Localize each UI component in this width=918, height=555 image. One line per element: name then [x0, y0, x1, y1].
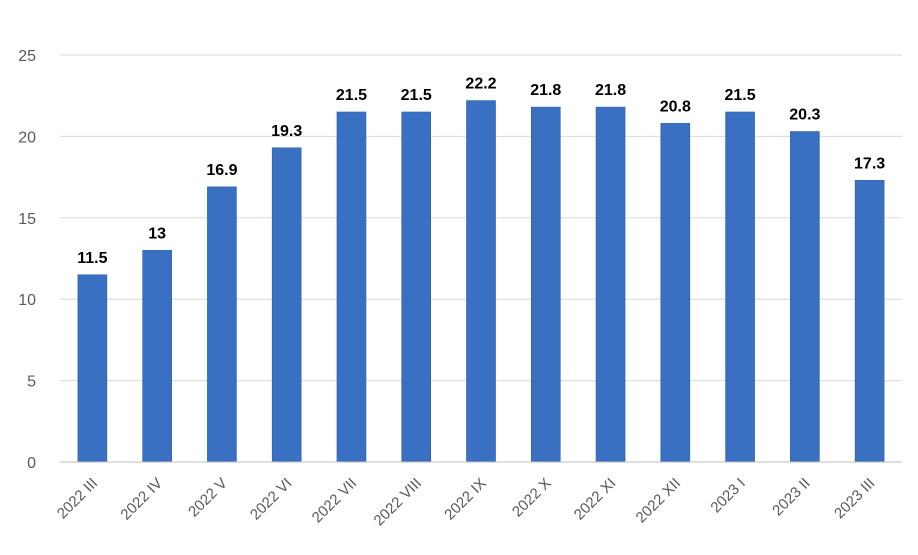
- bar: [336, 111, 367, 463]
- data-label: 16.9: [206, 162, 237, 179]
- x-axis: 2022 III 2022 IV 2022 V 2022 VI 2022 VII 2022…: [54, 475, 879, 529]
- bars: [77, 100, 885, 463]
- data-label: 21.5: [336, 87, 367, 104]
- bar: [466, 100, 496, 463]
- x-tick-label: 2022 V: [185, 475, 231, 521]
- bar: [790, 131, 820, 463]
- bar: [595, 106, 626, 463]
- data-label: 21.8: [530, 82, 561, 99]
- bar: [142, 250, 172, 463]
- bar: [77, 274, 108, 463]
- x-tick-label: 2022 IX: [441, 475, 490, 524]
- bar: [207, 186, 237, 463]
- data-label: 22.2: [465, 76, 496, 93]
- data-label: 21.5: [401, 87, 432, 104]
- data-labels: 11.5 13 16.9 19.3 21.5 21.5 22.2 21.8 21.8 20.8 21…: [77, 76, 885, 267]
- data-label: 21.5: [725, 87, 756, 104]
- y-tick-label: 5: [27, 374, 36, 391]
- bar: [401, 111, 432, 463]
- bar: [271, 147, 302, 463]
- bar: [854, 180, 885, 463]
- data-label: 13: [148, 225, 166, 242]
- data-label: 17.3: [854, 155, 885, 172]
- x-tick-label: 2022 XI: [571, 475, 620, 524]
- y-tick-label: 20: [18, 129, 36, 146]
- x-tick-label: 2022 VII: [309, 475, 361, 527]
- data-label: 20.3: [789, 107, 820, 124]
- x-tick-label: 2022 VI: [247, 475, 296, 524]
- y-tick-label: 0: [27, 455, 36, 472]
- y-tick-label: 10: [18, 292, 36, 309]
- data-label: 21.8: [595, 82, 626, 99]
- x-tick-label: 2022 IV: [117, 475, 166, 524]
- data-label: 20.8: [660, 98, 691, 115]
- data-label: 11.5: [77, 250, 107, 267]
- data-label: 19.3: [271, 123, 302, 140]
- x-tick-label: 2022 III: [54, 475, 101, 522]
- x-tick-label: 2023 II: [769, 475, 813, 519]
- x-tick-label: 2022 VIII: [371, 475, 425, 529]
- x-tick-label: 2023 I: [707, 475, 749, 517]
- x-tick-label: 2023 III: [831, 475, 878, 522]
- bar: [660, 123, 691, 463]
- bar: [725, 111, 755, 463]
- bar: [530, 106, 561, 463]
- x-tick-label: 2022 X: [509, 475, 555, 521]
- y-tick-label: 15: [18, 211, 36, 228]
- y-axis: 0 5 10 15 20 25: [18, 48, 902, 472]
- y-tick-label: 25: [18, 48, 36, 65]
- x-tick-label: 2022 XII: [633, 475, 685, 527]
